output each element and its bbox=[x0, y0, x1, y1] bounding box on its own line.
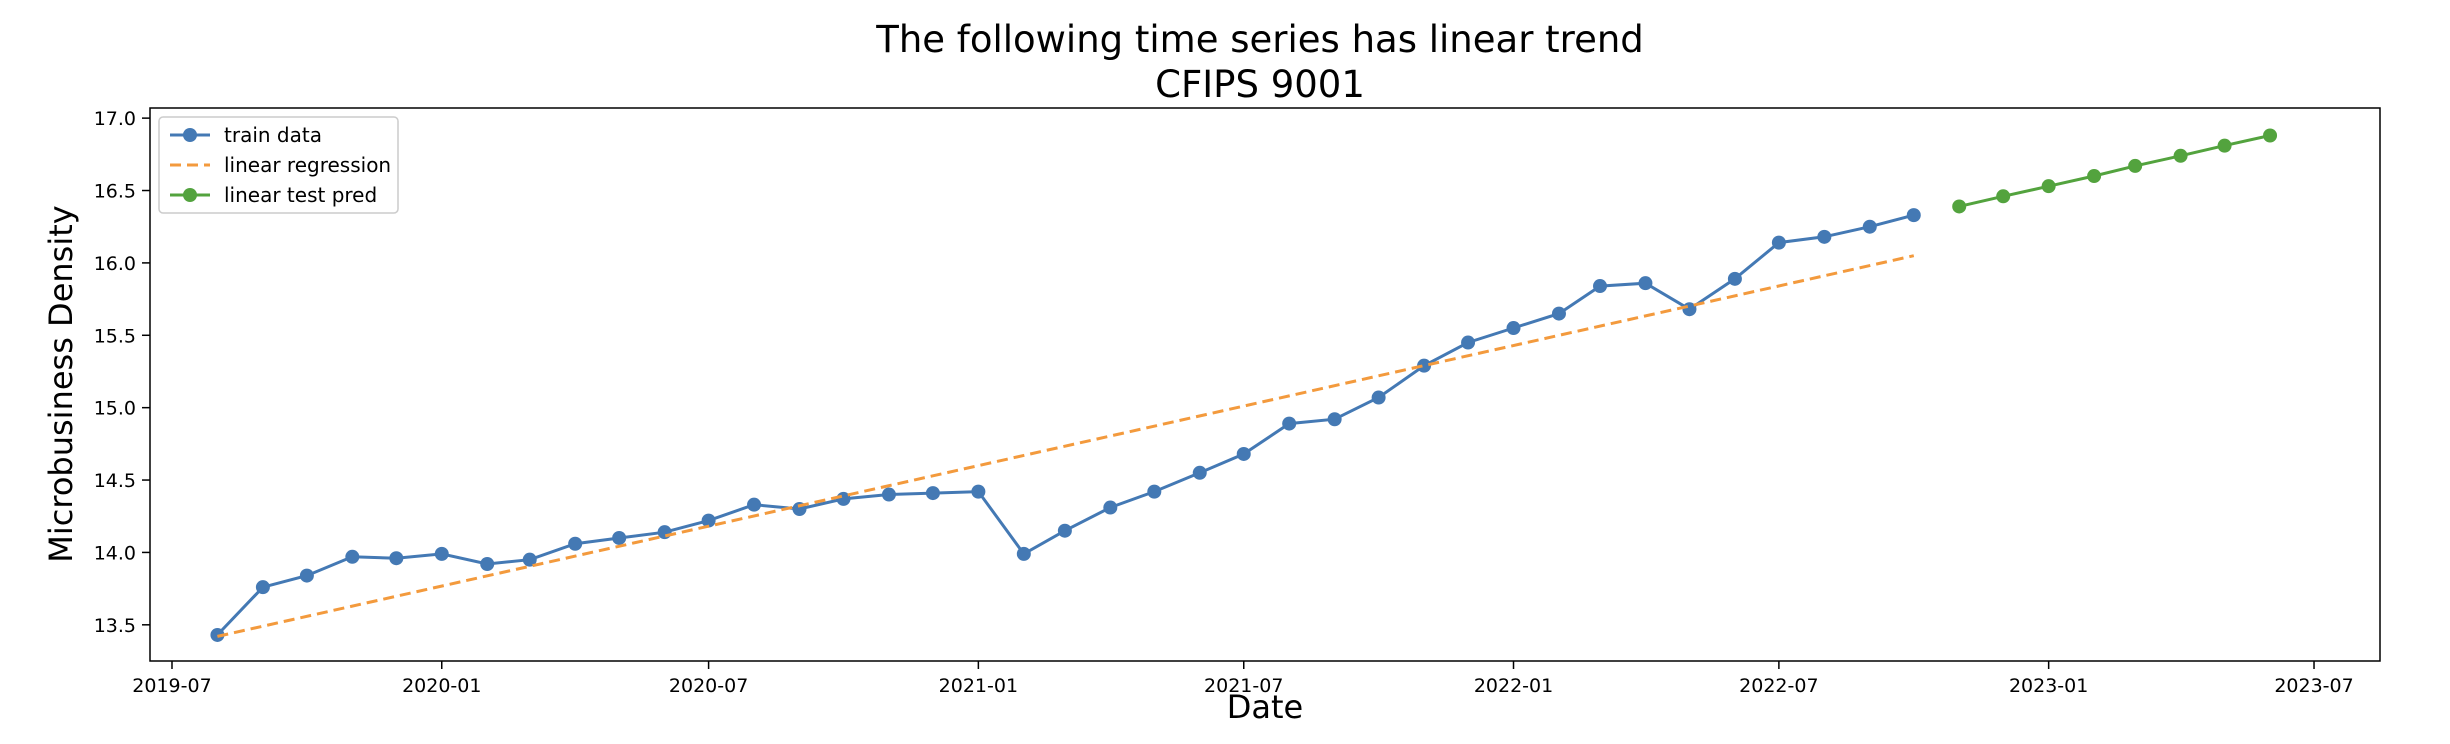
x-tick-label: 2023-01 bbox=[2009, 675, 2088, 697]
chart-title: The following time series has linear tre… bbox=[875, 18, 1644, 61]
data-point bbox=[1996, 189, 2011, 204]
legend-label: linear regression bbox=[224, 153, 391, 177]
x-tick-label: 2020-01 bbox=[402, 675, 481, 697]
data-point bbox=[345, 549, 360, 564]
data-point bbox=[881, 487, 896, 502]
data-point bbox=[1906, 208, 1921, 223]
data-point bbox=[1952, 199, 1967, 214]
data-point bbox=[255, 580, 270, 595]
data-point bbox=[1147, 484, 1162, 499]
data-point bbox=[1862, 219, 1877, 234]
data-point bbox=[612, 530, 627, 545]
data-point bbox=[1371, 390, 1386, 405]
data-point bbox=[1057, 523, 1072, 538]
legend-label: linear test pred bbox=[224, 183, 377, 207]
y-tick-label: 15.5 bbox=[94, 325, 136, 347]
data-point bbox=[1461, 335, 1476, 350]
legend-marker bbox=[183, 188, 197, 202]
data-point bbox=[480, 557, 495, 572]
x-tick-label: 2023-07 bbox=[2274, 675, 2353, 697]
data-point bbox=[1016, 546, 1031, 561]
data-point bbox=[1506, 321, 1521, 336]
x-axis-ticks: 2019-07 2020-01 2020-07 2021-01 2021-07 2022-… bbox=[132, 661, 2354, 697]
data-point bbox=[2087, 169, 2102, 184]
x-tick-label: 2022-01 bbox=[1474, 675, 1553, 697]
data-point bbox=[701, 513, 716, 528]
y-tick-label: 14.0 bbox=[94, 542, 136, 564]
data-point bbox=[747, 497, 762, 512]
data-point bbox=[2041, 179, 2056, 194]
legend-marker bbox=[183, 128, 197, 142]
y-tick-label: 17.0 bbox=[94, 108, 136, 130]
y-axis-ticks: 13.5 14.0 14.5 15.0 15.5 16.0 16.5 17.0 bbox=[94, 108, 150, 637]
series-layer bbox=[210, 128, 2278, 642]
data-point bbox=[657, 525, 672, 540]
x-tick-label: 2021-07 bbox=[1204, 675, 1283, 697]
series-line-0 bbox=[216, 213, 1915, 636]
data-point bbox=[1103, 500, 1118, 515]
data-point bbox=[434, 546, 449, 561]
data-point bbox=[1817, 229, 1832, 244]
x-axis-label: Date bbox=[1227, 688, 1303, 726]
chart-subtitle: CFIPS 9001 bbox=[1155, 63, 1365, 106]
data-point bbox=[299, 568, 314, 583]
data-point bbox=[925, 486, 940, 501]
y-tick-label: 14.5 bbox=[94, 470, 136, 492]
y-tick-label: 16.5 bbox=[94, 181, 136, 203]
data-point bbox=[1417, 358, 1432, 373]
data-point bbox=[568, 536, 583, 551]
data-point bbox=[2173, 148, 2188, 163]
y-tick-label: 13.5 bbox=[94, 615, 136, 637]
series-line-2 bbox=[1958, 134, 2271, 208]
x-tick-label: 2020-07 bbox=[669, 675, 748, 697]
legend-frame bbox=[158, 116, 399, 214]
y-tick-label: 15.0 bbox=[94, 398, 136, 420]
data-point bbox=[2263, 128, 2278, 143]
data-point bbox=[1236, 446, 1251, 461]
data-point bbox=[1551, 306, 1566, 321]
data-point bbox=[2128, 158, 2143, 173]
data-point bbox=[1771, 235, 1786, 250]
data-point bbox=[2217, 138, 2232, 153]
data-point bbox=[1192, 465, 1207, 480]
x-tick-label: 2019-07 bbox=[132, 675, 211, 697]
series-line-1 bbox=[217, 254, 1915, 638]
data-point bbox=[1593, 279, 1608, 294]
plot-area-frame bbox=[149, 107, 2381, 662]
data-point bbox=[389, 551, 404, 566]
legend: train data linear regression linear test p… bbox=[158, 116, 399, 214]
legend-label: train data bbox=[224, 123, 322, 147]
y-axis-label: Microbusiness Density bbox=[42, 205, 80, 562]
data-point bbox=[522, 552, 537, 567]
data-point bbox=[1638, 276, 1653, 291]
data-point bbox=[1727, 271, 1742, 286]
data-point bbox=[971, 484, 986, 499]
y-tick-label: 16.0 bbox=[94, 253, 136, 275]
x-tick-label: 2022-07 bbox=[1739, 675, 1818, 697]
data-point bbox=[1327, 412, 1342, 427]
data-point bbox=[1282, 416, 1297, 431]
x-tick-label: 2021-01 bbox=[939, 675, 1018, 697]
